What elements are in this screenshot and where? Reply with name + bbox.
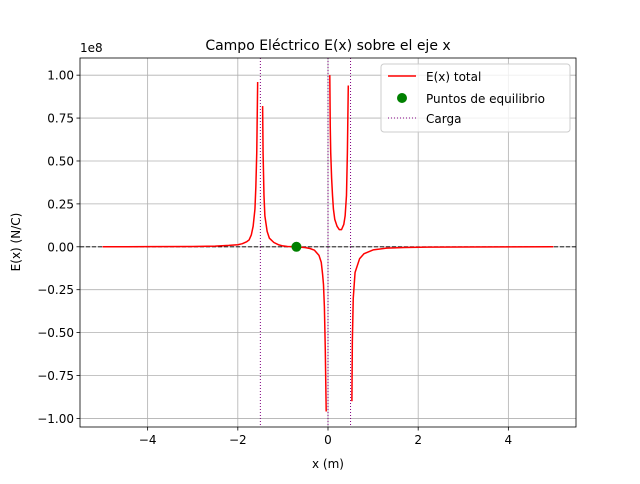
x-tick-label: −2 <box>229 433 247 447</box>
x-tick-label: 0 <box>324 433 332 447</box>
y-tick-label: −0.75 <box>37 369 74 383</box>
chart-title: Campo Eléctrico E(x) sobre el eje x <box>205 38 450 54</box>
y-tick-label: 0.00 <box>47 240 74 254</box>
y-tick-label: 0.25 <box>47 197 74 211</box>
y-tick-label: 0.50 <box>47 154 74 168</box>
x-tick-label: −4 <box>139 433 157 447</box>
x-tick-label: 4 <box>505 433 513 447</box>
series-line-segment <box>351 246 554 402</box>
legend: E(x) total Puntos de equilibrio Carga <box>380 63 571 133</box>
y-tick-label: −1.00 <box>37 412 74 426</box>
legend-swatch-equilibrium <box>397 93 407 103</box>
legend-box <box>380 63 571 133</box>
x-axis-label: x (m) <box>312 457 344 471</box>
legend-label-equilibrium: Puntos de equilibrio <box>426 92 545 106</box>
y-tick-label: −0.25 <box>37 283 74 297</box>
plot-area <box>80 58 576 427</box>
y-tick-label: 1.00 <box>47 69 74 83</box>
axis-ticks: −4 −2 0 2 4 −1.00 −0.75 −0.50 −0.25 0.00 0.25 0.50 0… <box>37 69 512 447</box>
y-axis-label: E(x) (N/C) <box>9 213 23 272</box>
y-tick-label: 0.75 <box>47 112 74 126</box>
y-axis-offset-label: 1e8 <box>80 41 103 55</box>
series-line-segment <box>102 82 259 248</box>
equilibrium-point <box>291 241 302 252</box>
y-tick-label: −0.50 <box>37 326 74 340</box>
legend-label-charge: Carga <box>426 112 461 126</box>
x-tick-label: 2 <box>414 433 422 447</box>
series-line-segment <box>329 75 350 231</box>
legend-label-etotal: E(x) total <box>426 70 481 84</box>
